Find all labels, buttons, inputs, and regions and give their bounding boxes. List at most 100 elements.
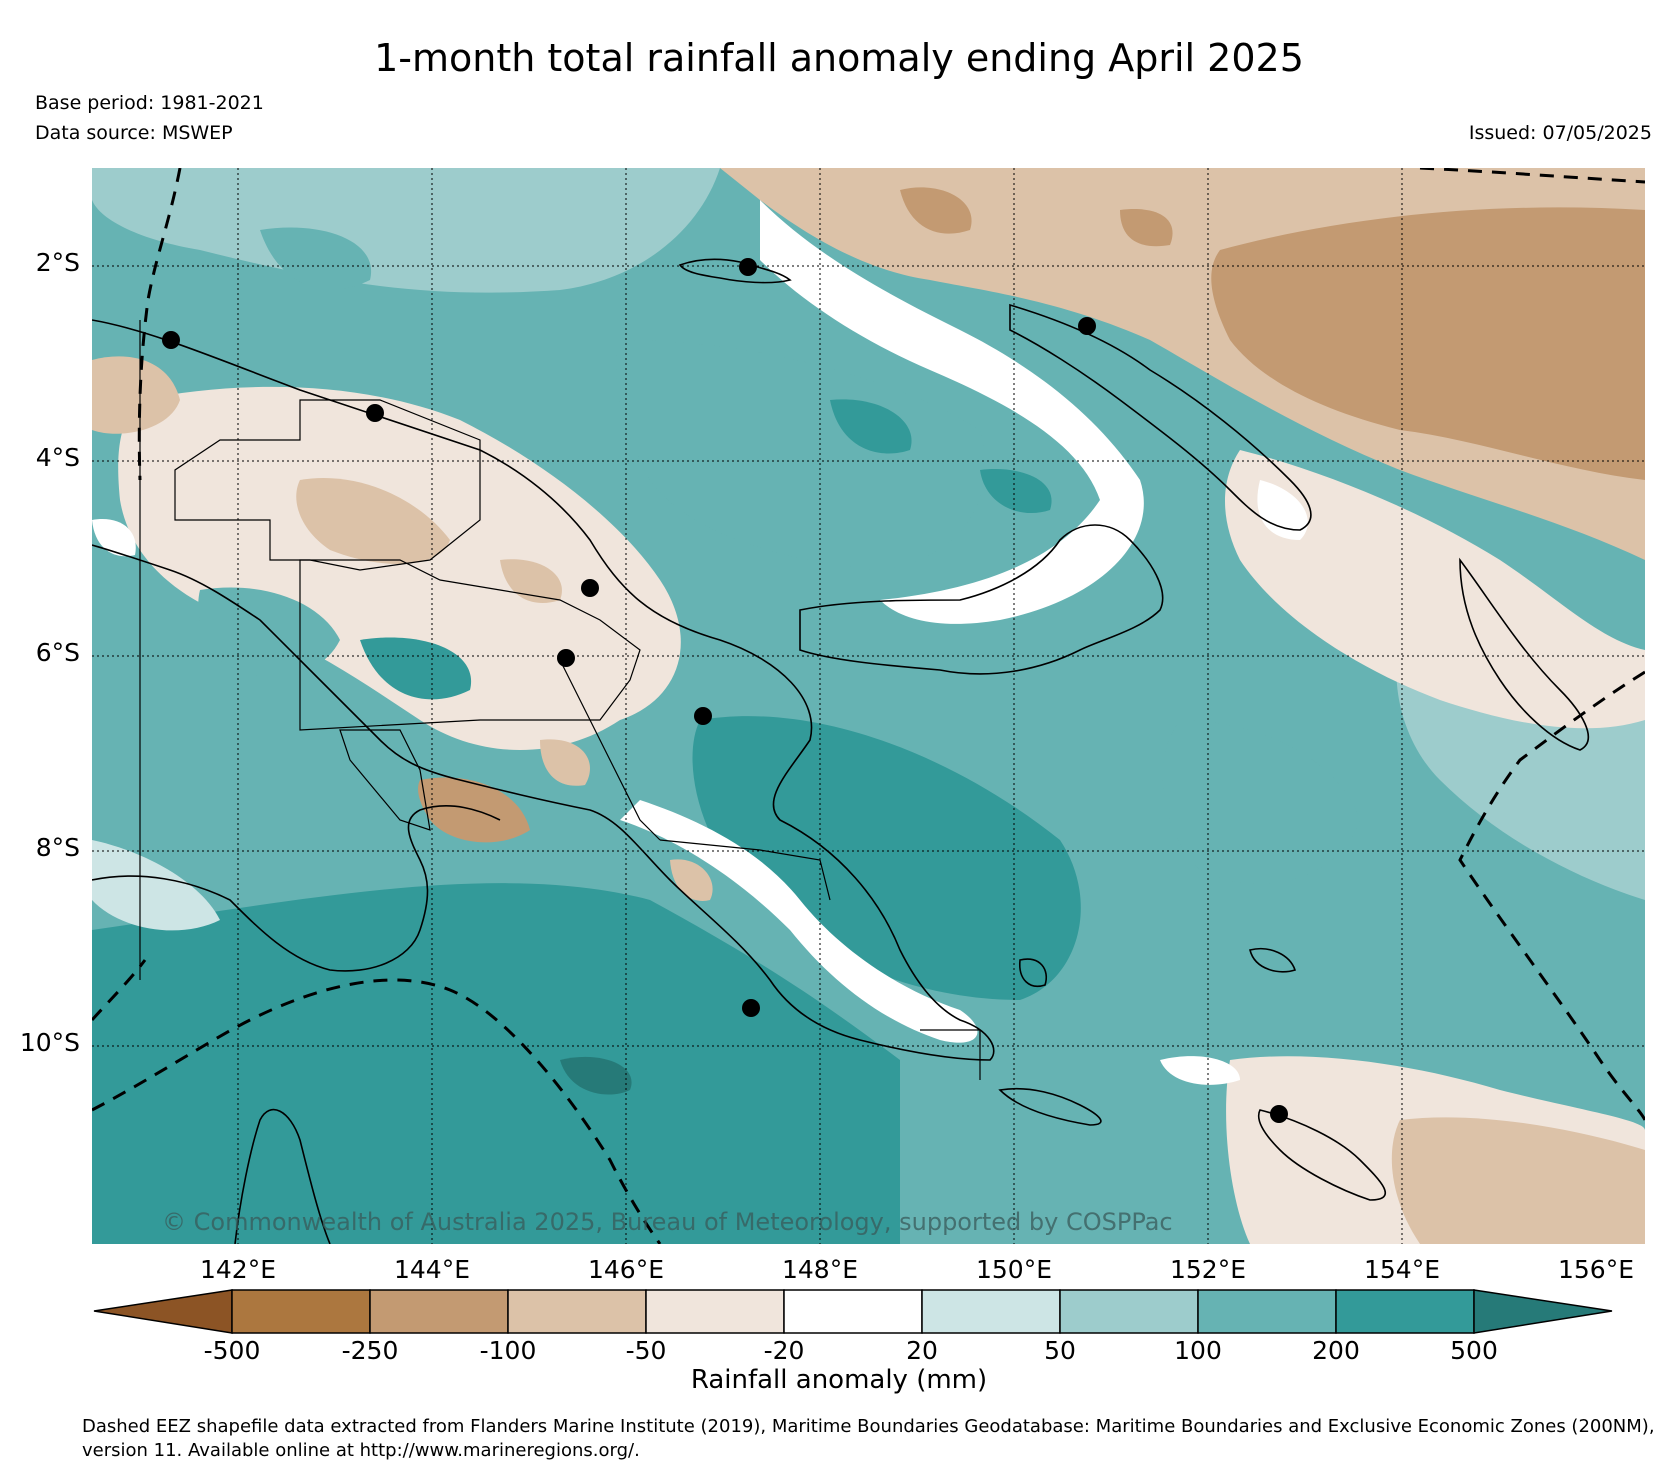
city-marker <box>742 999 760 1017</box>
copyright-watermark: © Commonwealth of Australia 2025, Bureau… <box>162 1208 1173 1236</box>
anomaly-northeast-drier <box>1211 207 1645 481</box>
lat-tick-4S: 4°S <box>35 443 80 472</box>
lon-tick-142E: 142°E <box>199 1255 276 1284</box>
anomaly-highlands-wet2 <box>360 637 472 700</box>
data-source: Data source: MSWEP <box>35 122 233 144</box>
colorbar-label: -20 <box>763 1336 805 1365</box>
eez-boundaries <box>92 168 1645 1244</box>
anomaly-bismarck-dark <box>830 399 912 454</box>
colorbar-bin <box>1335 1289 1475 1334</box>
lon-tick-152E: 152°E <box>1169 1255 1246 1284</box>
colorbar-label: 100 <box>1174 1336 1222 1365</box>
anomaly-dry-patch <box>900 187 972 234</box>
eez-southwest <box>92 959 147 1022</box>
new-guinea-north-coast <box>92 319 995 1061</box>
eez-south <box>92 978 662 1244</box>
anomaly-south-dark <box>92 883 900 1244</box>
colorbar-bin <box>231 1289 371 1334</box>
anomaly-west-dry <box>92 356 180 434</box>
anomaly-east-white <box>1257 480 1308 540</box>
lon-tick-144E: 144°E <box>393 1255 470 1284</box>
trobriand-coast <box>1019 958 1047 987</box>
anomaly-field <box>92 168 1645 1244</box>
colorbar-label: -100 <box>479 1336 537 1365</box>
province-boundary-b <box>659 839 831 901</box>
colorbar-label: -250 <box>341 1336 399 1365</box>
city-marker <box>162 331 180 349</box>
colorbar-bin <box>1197 1289 1337 1334</box>
city-marker <box>1270 1105 1288 1123</box>
manus-coast <box>678 258 792 284</box>
map-title: 1-month total rainfall anomaly ending Ap… <box>374 36 1304 80</box>
colorbar-bin <box>1059 1289 1199 1334</box>
colorbar-extend-max <box>1473 1289 1613 1334</box>
colorbar-extend-min <box>93 1289 233 1334</box>
colorbar-bin <box>921 1289 1061 1334</box>
eez-west-north <box>137 168 182 481</box>
anomaly-patch-c <box>670 859 713 901</box>
colorbar-label: 200 <box>1312 1336 1360 1365</box>
anomaly-highlands <box>118 386 681 750</box>
lon-tick-150E: 150°E <box>975 1255 1052 1284</box>
colorbar <box>93 1289 1613 1334</box>
province-boundary-a <box>559 659 661 841</box>
anomaly-east-slightly-dry <box>1225 450 1645 729</box>
province-highlands <box>299 559 641 731</box>
city-marker <box>557 649 575 667</box>
anomaly-highlands-wet <box>198 587 340 678</box>
eez-northeast <box>1419 168 1645 184</box>
city-markers <box>162 258 1288 1123</box>
lon-tick-156E: 156°E <box>1557 1255 1634 1284</box>
gridlines <box>92 168 1645 1244</box>
colorbar-label: -500 <box>203 1336 261 1365</box>
anomaly-bismarck-dark2 <box>980 469 1052 514</box>
solomon-coast <box>1258 1109 1386 1201</box>
province-boundaries <box>139 320 981 1080</box>
province-sepik <box>174 399 481 571</box>
colorbar-label: -50 <box>625 1336 667 1365</box>
anomaly-southeast-drier <box>1391 1117 1645 1244</box>
colorbar-label: 500 <box>1450 1336 1498 1365</box>
city-marker <box>581 579 599 597</box>
anomaly-se-white <box>1160 1056 1240 1085</box>
province-boundary-c <box>920 1029 981 1080</box>
lat-tick-2S: 2°S <box>35 248 80 277</box>
colorbar-bin <box>783 1289 923 1334</box>
lon-tick-148E: 148°E <box>781 1255 858 1284</box>
footer-note: Dashed EEZ shapefile data extracted from… <box>82 1416 1655 1461</box>
anomaly-near-normal-band <box>760 200 1144 624</box>
colorbar-label: 20 <box>906 1336 938 1365</box>
new-ireland-coast <box>1009 303 1312 531</box>
city-marker <box>739 258 757 276</box>
lon-tick-154E: 154°E <box>1363 1255 1440 1284</box>
cape-york-coast <box>234 1108 331 1244</box>
anomaly-north-mid <box>260 227 372 290</box>
city-marker <box>694 707 712 725</box>
colorbar-bin <box>507 1289 647 1334</box>
new-britain-coast <box>799 524 1164 675</box>
anomaly-east-mid <box>1162 720 1360 884</box>
anomaly-dry-patch2 <box>1120 209 1173 247</box>
anomaly-extreme-patch <box>560 1056 632 1095</box>
colorbar-bin <box>645 1289 785 1334</box>
lat-tick-10S: 10°S <box>19 1028 80 1057</box>
anomaly-west-light <box>92 840 220 931</box>
city-marker <box>1078 317 1096 335</box>
woodlark-coast <box>1249 948 1297 973</box>
lon-tick-146E: 146°E <box>587 1255 664 1284</box>
colorbar-bin <box>369 1289 509 1334</box>
anomaly-patch-b <box>540 739 590 786</box>
anomaly-central-dark <box>692 716 1081 1000</box>
base-period: Base period: 1981-2021 <box>35 92 264 114</box>
anomaly-bismarck <box>616 340 986 570</box>
colorbar-label: 50 <box>1044 1336 1076 1365</box>
anomaly-north-light <box>92 168 720 293</box>
louisiade-coast <box>998 1087 1102 1126</box>
eez-east <box>1458 670 1645 1121</box>
coastlines <box>92 258 1590 1244</box>
new-guinea-south-coast <box>92 805 501 972</box>
anomaly-west-white <box>92 519 136 557</box>
issued-date: Issued: 07/05/2025 <box>1468 122 1652 144</box>
lat-tick-8S: 8°S <box>35 833 80 862</box>
colorbar-title: Rainfall anomaly (mm) <box>690 1365 988 1395</box>
